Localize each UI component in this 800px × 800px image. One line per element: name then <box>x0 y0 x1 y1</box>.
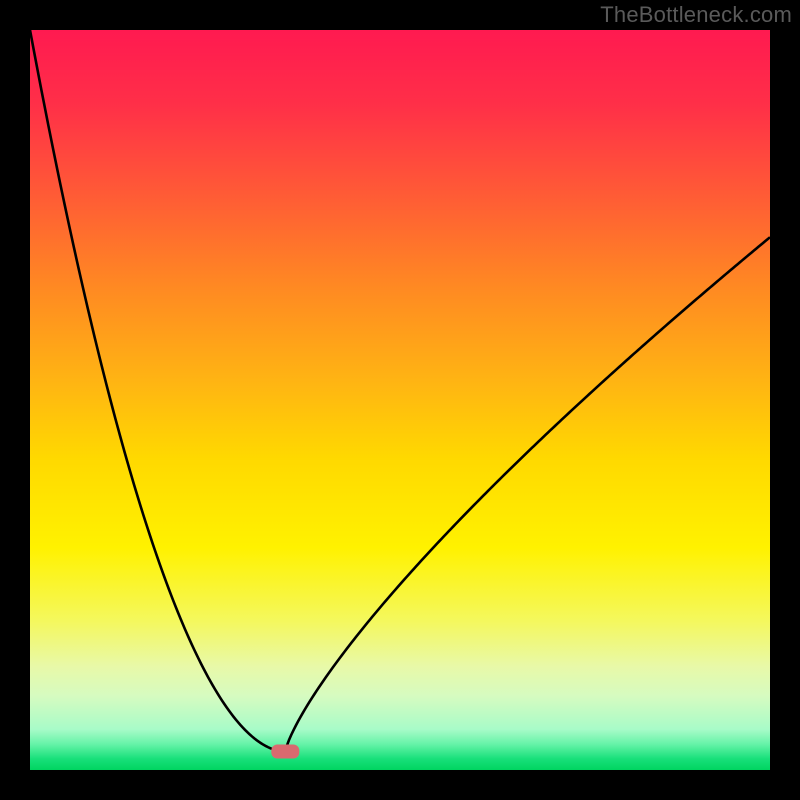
watermark-text: TheBottleneck.com <box>600 2 792 28</box>
chart-frame: TheBottleneck.com <box>0 0 800 800</box>
gradient-background <box>30 30 770 770</box>
bottleneck-curve-chart <box>30 30 770 770</box>
plot-area <box>30 30 770 770</box>
minimum-marker <box>271 745 299 759</box>
